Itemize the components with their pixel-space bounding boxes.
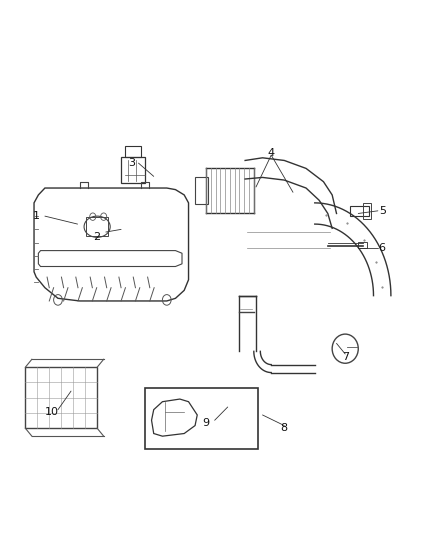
Text: 5: 5 (379, 206, 386, 216)
Text: 4: 4 (268, 148, 275, 158)
Bar (364, 203, 371, 219)
Bar (145, 389, 258, 449)
Text: 9: 9 (202, 418, 209, 428)
Text: 1: 1 (33, 211, 40, 221)
Bar (358, 242, 367, 248)
Bar (350, 206, 369, 216)
Bar (25, 367, 97, 428)
Text: 10: 10 (44, 407, 58, 417)
Bar (125, 146, 141, 157)
Text: 6: 6 (379, 243, 386, 253)
Bar (121, 157, 145, 183)
Bar (86, 217, 108, 236)
Text: 7: 7 (342, 352, 349, 361)
Text: 2: 2 (94, 232, 101, 243)
Text: 3: 3 (128, 158, 135, 168)
Bar (195, 177, 208, 204)
Text: 8: 8 (281, 423, 288, 433)
